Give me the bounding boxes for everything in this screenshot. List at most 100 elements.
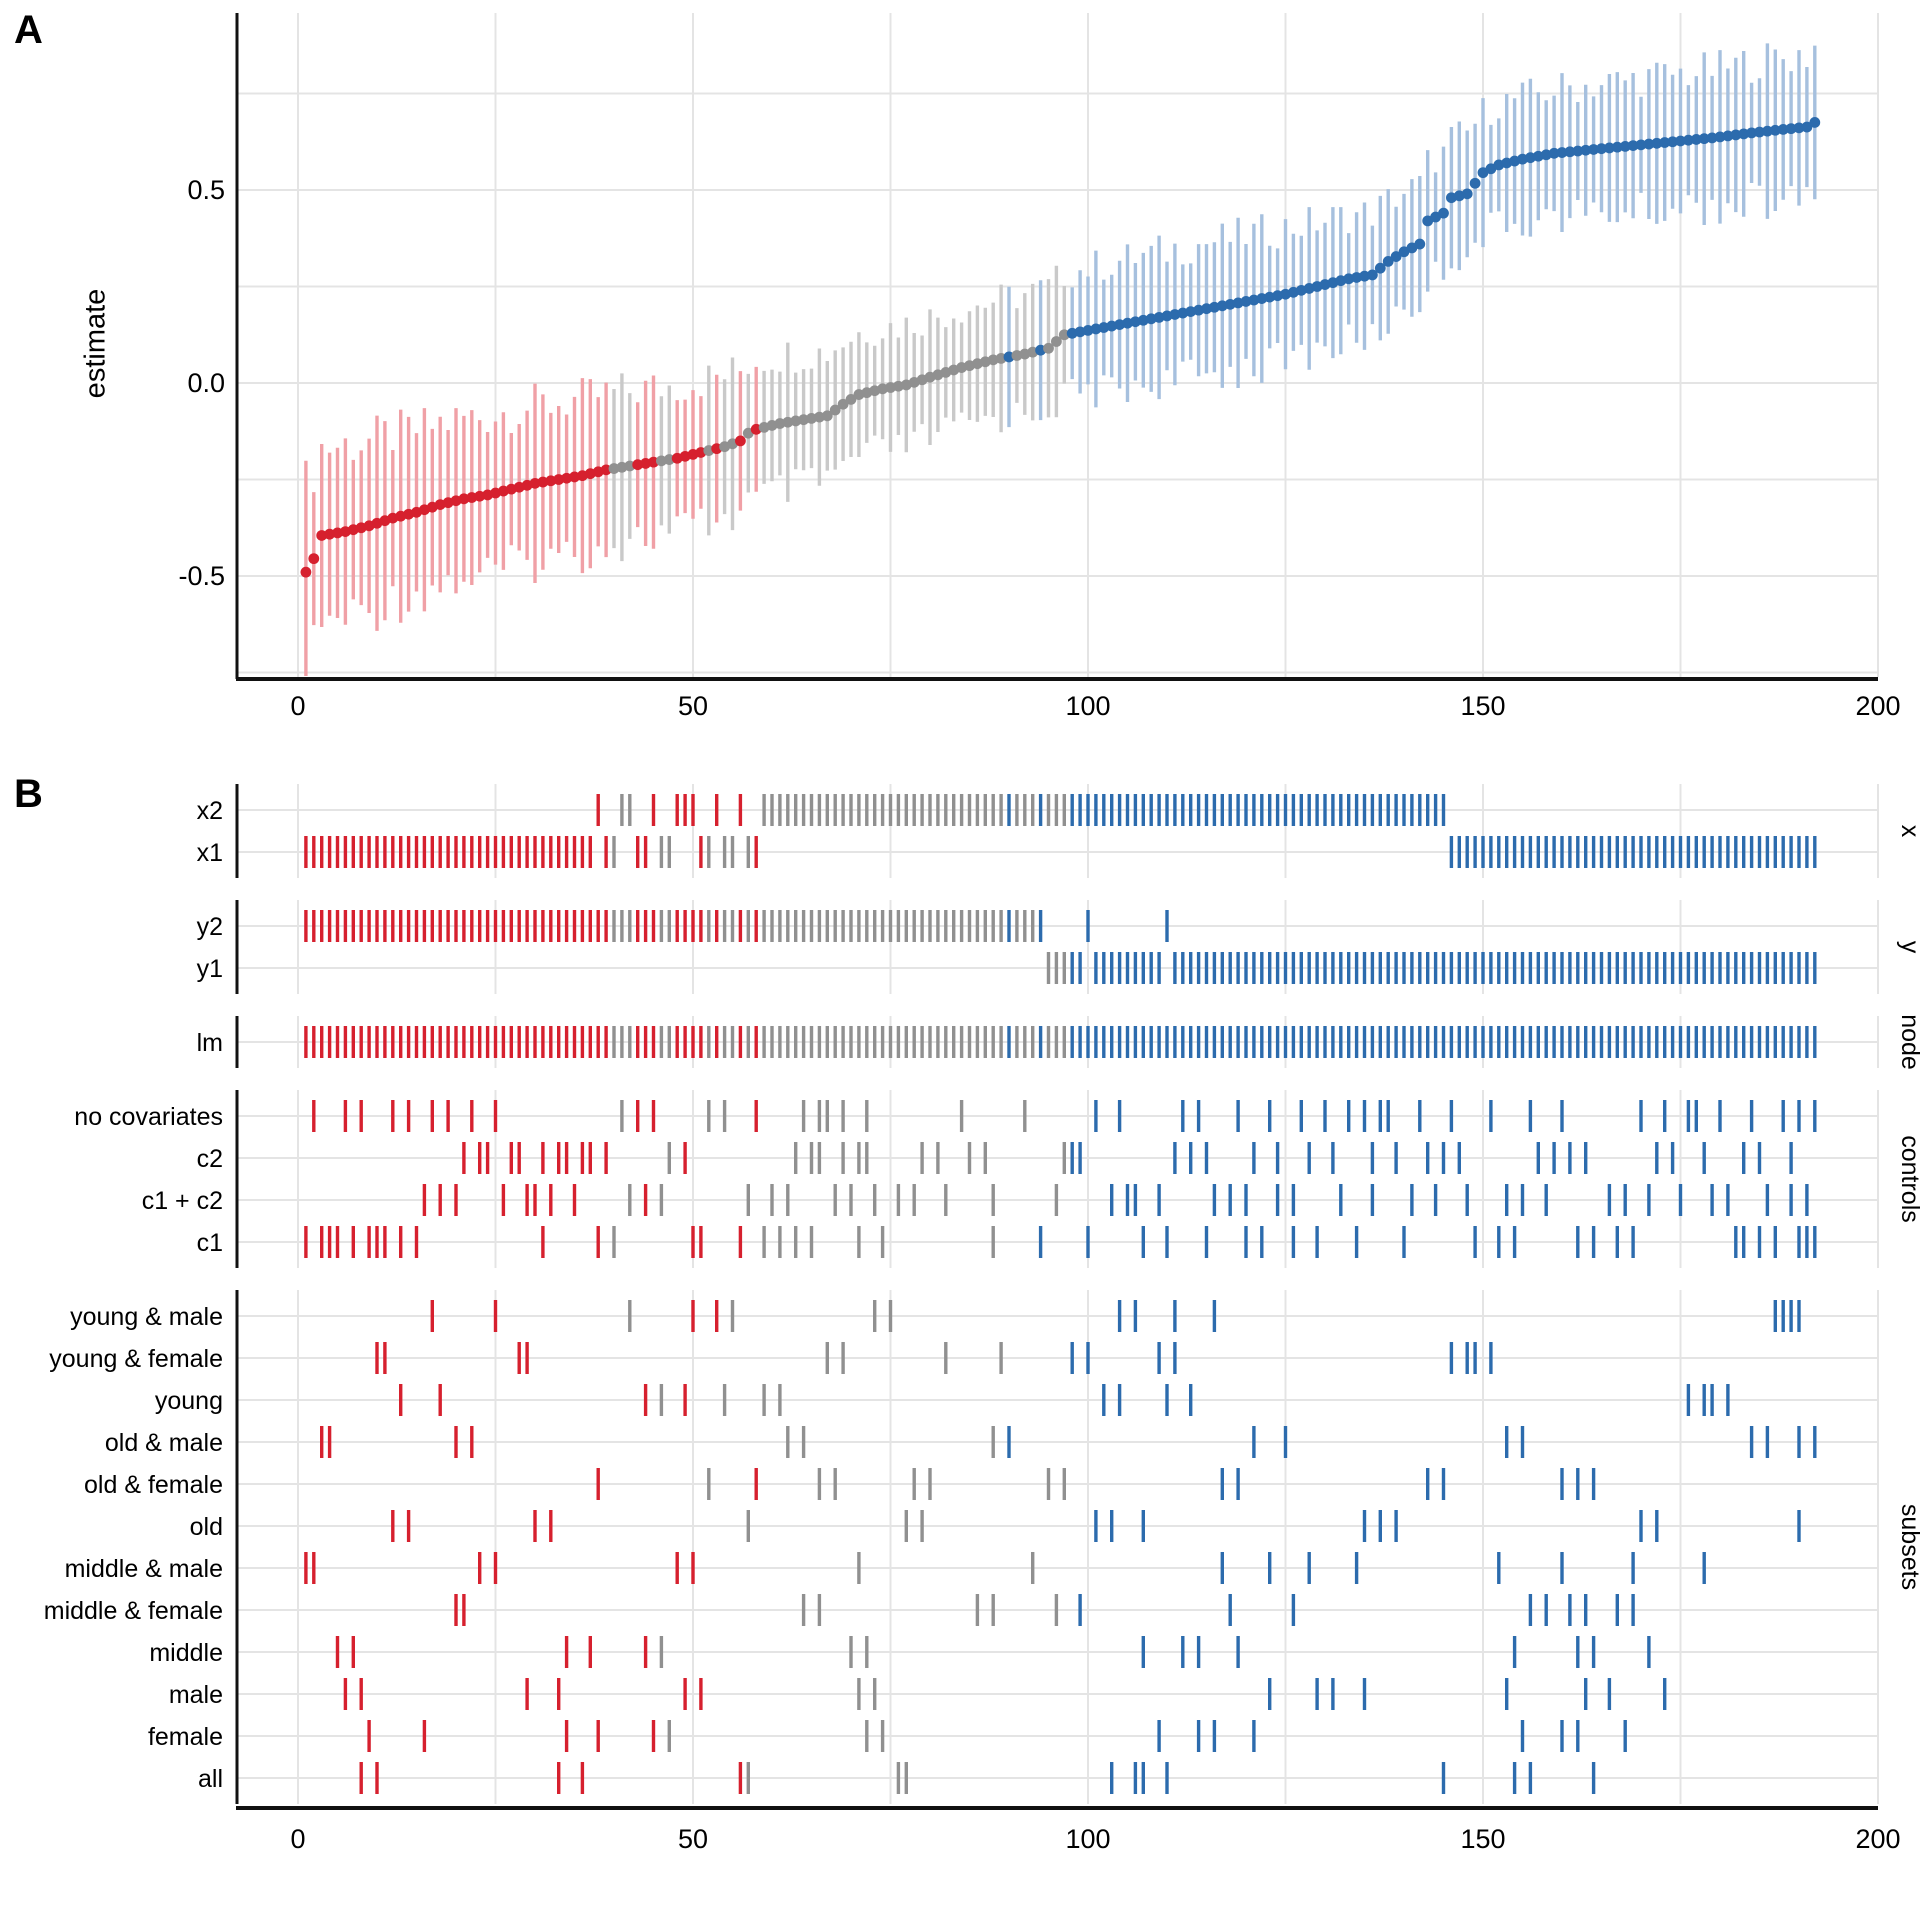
tick-mark (375, 1026, 379, 1058)
tick-mark (857, 1678, 861, 1710)
tick-mark (865, 1720, 869, 1752)
tick-mark (849, 1184, 853, 1216)
tick-mark (1584, 1678, 1588, 1710)
tick-mark (999, 794, 1003, 826)
tick-mark (1125, 952, 1130, 984)
tick-mark (643, 1384, 648, 1416)
tick-mark (1244, 1226, 1248, 1258)
tick-mark (1173, 1300, 1177, 1332)
tick-mark (1236, 952, 1240, 984)
tick-mark (1204, 952, 1209, 984)
tick-mark (1734, 836, 1738, 868)
tick-mark (809, 794, 814, 826)
tick-mark (1078, 1594, 1082, 1626)
x-tick-label: 200 (1855, 1824, 1900, 1854)
tick-mark (904, 1026, 908, 1058)
tick-mark (343, 1100, 348, 1132)
tick-mark (478, 836, 482, 868)
row-label: young & female (49, 1345, 223, 1373)
tick-mark (1749, 952, 1754, 984)
tick-mark (1181, 1100, 1185, 1132)
tick-mark (383, 910, 387, 942)
row-label: old & male (105, 1429, 223, 1457)
row-label: c1 + c2 (142, 1187, 223, 1215)
tick-mark (1331, 1678, 1335, 1710)
tick-mark (1410, 1026, 1414, 1058)
tick-mark (1362, 952, 1367, 984)
tick-mark (478, 910, 482, 942)
tick-mark (612, 910, 616, 942)
tick-mark (343, 910, 348, 942)
tick-mark (572, 1184, 577, 1216)
tick-mark (691, 1026, 695, 1058)
tick-mark (1252, 1026, 1256, 1058)
tick-mark (1078, 794, 1082, 826)
tick-mark (359, 910, 363, 942)
tick-mark (1181, 1026, 1185, 1058)
tick-mark (1378, 1100, 1382, 1132)
tick-mark (1236, 1468, 1240, 1500)
tick-mark (738, 1762, 743, 1794)
tick-mark (628, 910, 632, 942)
tick-mark (770, 910, 774, 942)
tick-mark (1449, 1026, 1454, 1058)
tick-mark (1544, 1184, 1548, 1216)
tick-mark (1354, 794, 1359, 826)
tick-mark (1110, 1184, 1114, 1216)
tick-mark (1402, 1226, 1406, 1258)
tick-mark (1702, 836, 1706, 868)
tick-mark (557, 1142, 561, 1174)
tick-mark (1133, 1762, 1138, 1794)
tick-mark (564, 1142, 569, 1174)
tick-mark (1591, 1468, 1596, 1500)
tick-mark (1394, 1142, 1398, 1174)
tick-mark (1647, 1026, 1651, 1058)
tick-mark (320, 1226, 324, 1258)
tick-mark (414, 1026, 419, 1058)
tick-mark (422, 910, 427, 942)
panel-b-label: B (14, 772, 43, 816)
tick-mark (1781, 1300, 1785, 1332)
tick-mark (738, 910, 743, 942)
tick-mark (967, 794, 972, 826)
tick-mark (1489, 1100, 1493, 1132)
tick-mark (983, 794, 987, 826)
tick-mark (794, 1226, 798, 1258)
tick-mark (517, 1342, 521, 1374)
tick-mark (1805, 1026, 1809, 1058)
tick-mark (1773, 952, 1777, 984)
tick-mark (320, 836, 324, 868)
tick-mark (1347, 952, 1351, 984)
tick-mark (335, 910, 340, 942)
tick-mark (1623, 836, 1627, 868)
tick-mark (944, 1026, 948, 1058)
tick-mark (454, 1594, 458, 1626)
tick-mark (1544, 952, 1548, 984)
tick-mark (564, 1720, 569, 1752)
tick-mark (1773, 1026, 1777, 1058)
tick-mark (928, 910, 932, 942)
tick-mark (975, 1026, 980, 1058)
tick-mark (738, 794, 743, 826)
tick-mark (1023, 794, 1027, 826)
tick-mark (880, 910, 885, 942)
tick-mark (691, 1226, 695, 1258)
tick-mark (880, 1026, 885, 1058)
tick-mark (564, 1026, 569, 1058)
tick-mark (1157, 1184, 1161, 1216)
tick-mark (1007, 910, 1011, 942)
tick-mark (1402, 952, 1406, 984)
tick-mark (517, 836, 521, 868)
row-label: x1 (197, 839, 223, 867)
tick-mark (1015, 1026, 1019, 1058)
tick-mark (651, 794, 656, 826)
tick-mark (1189, 1026, 1193, 1058)
tick-mark (596, 1720, 600, 1752)
tick-mark (1323, 952, 1327, 984)
tick-mark (1323, 1026, 1327, 1058)
tick-mark (1157, 794, 1161, 826)
tick-mark (351, 1226, 355, 1258)
tick-mark (1110, 1510, 1114, 1542)
tick-mark (912, 794, 916, 826)
tick-mark (1354, 1226, 1359, 1258)
